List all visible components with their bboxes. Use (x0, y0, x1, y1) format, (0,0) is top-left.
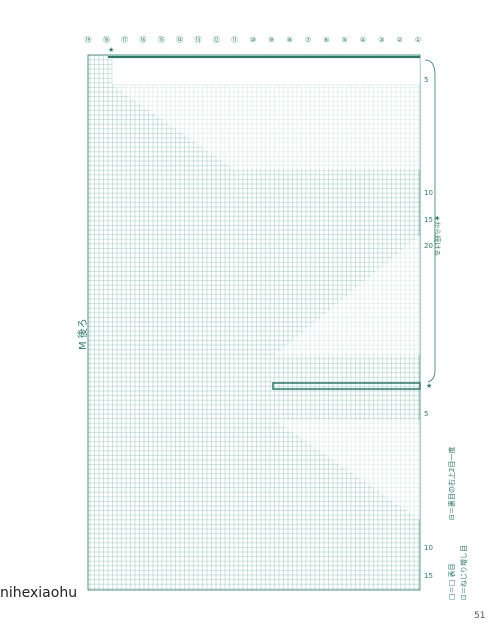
column-marker: ④ (360, 36, 366, 44)
column-marker: ⑦ (305, 36, 311, 44)
column-marker: ⑩ (250, 36, 256, 44)
column-marker: ⑮ (158, 36, 165, 44)
row-number: 10 (424, 189, 433, 197)
legend-item: ⊡＝ねじり増し目 (459, 545, 468, 600)
star-mark: ★ (426, 382, 432, 390)
knitting-chart (87, 54, 436, 591)
chart-title: M 後ろ (76, 318, 89, 350)
watermark: nihexiaohu (0, 585, 77, 601)
column-marker: ⑬ (195, 36, 202, 44)
row-number: 10 (424, 544, 433, 552)
column-marker: ⑱ (103, 36, 110, 44)
row-number: 15 (424, 216, 433, 224)
column-marker: ⑥ (323, 36, 329, 44)
column-marker: ⑤ (342, 36, 348, 44)
column-markers: ⑲ ⑱ ⑰ ⑯ ⑮ ⑭ ⑬ ⑫ ⑪ ⑩ ⑨ ⑧ ⑦ ⑥ ⑤ ④ ③ ② ① (85, 36, 422, 44)
column-marker: ⑰ (121, 36, 128, 44)
column-marker: ⑧ (287, 36, 293, 44)
column-marker: ③ (378, 36, 384, 44)
column-marker: ⑫ (213, 36, 220, 44)
column-marker: ① (415, 36, 421, 44)
page-number: 51 (474, 611, 485, 621)
star-mark: ★ (108, 46, 114, 54)
legend-item: ⊟＝裏目の右上2目一度 (447, 447, 456, 520)
row-number: 15 (424, 572, 433, 580)
row-number: 20 (424, 242, 433, 250)
column-marker: ⑨ (268, 36, 274, 44)
column-marker: ⑲ (85, 36, 92, 44)
row-number: 5 (424, 76, 428, 84)
row-number: 5 (424, 410, 428, 418)
chart-note: ★から続ける (433, 215, 442, 256)
column-marker: ⑭ (176, 36, 183, 44)
column-marker: ② (397, 36, 403, 44)
column-marker: ⑪ (231, 36, 238, 44)
column-marker: ⑯ (140, 36, 147, 44)
legend-item: □＝□ 表目 (447, 564, 456, 600)
